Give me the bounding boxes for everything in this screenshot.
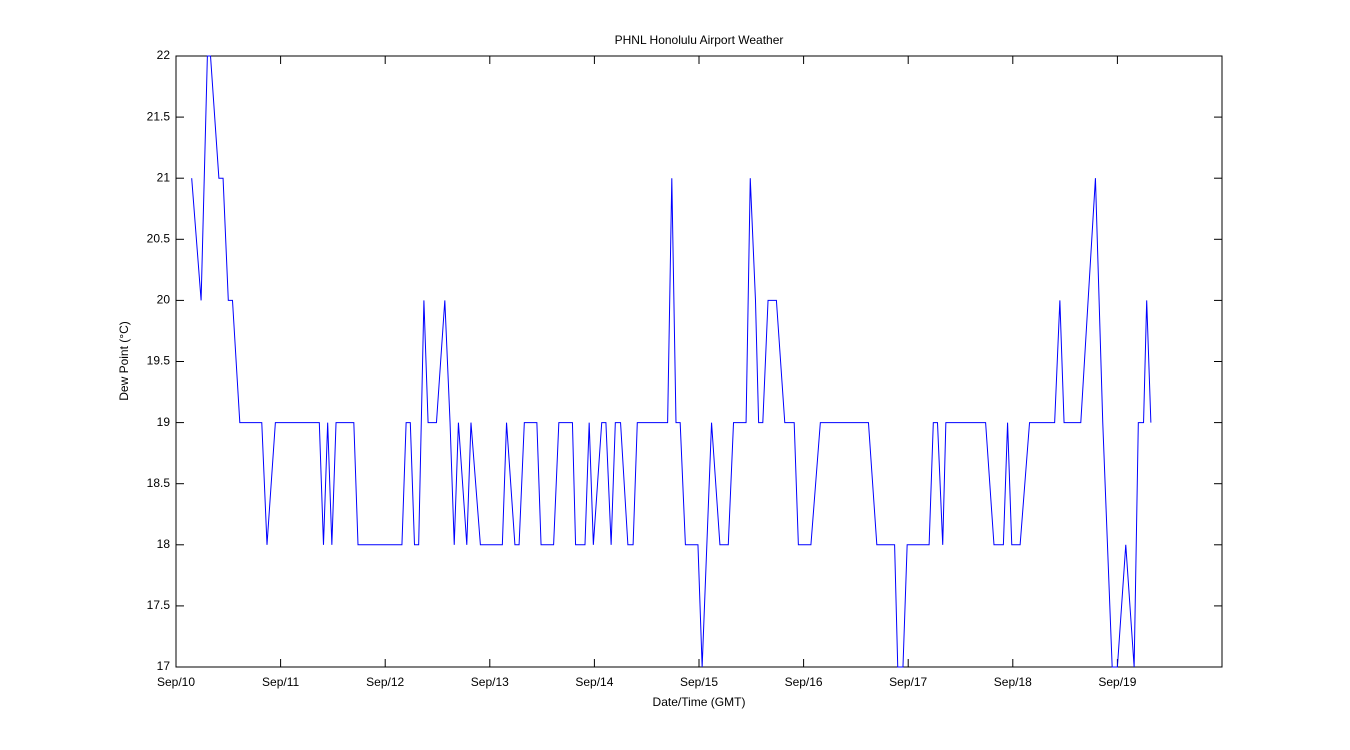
x-tick-label: Sep/19: [1098, 675, 1136, 689]
x-tick-label: Sep/10: [157, 675, 195, 689]
x-tick-label: Sep/15: [680, 675, 718, 689]
x-tick-label: Sep/13: [471, 675, 509, 689]
y-tick-label: 21: [157, 170, 171, 184]
y-axis-label: Dew Point (°C): [117, 321, 131, 400]
y-tick-label: 17: [157, 659, 171, 673]
y-tick-label: 21.5: [147, 109, 171, 123]
chart-title: PHNL Honolulu Airport Weather: [615, 33, 784, 47]
data-line: [191, 55, 1152, 668]
y-tick-label: 18: [157, 537, 171, 551]
y-tick-label: 17.5: [147, 598, 171, 612]
y-tick-label: 19.5: [147, 354, 171, 368]
y-tick-label: 19: [157, 415, 171, 429]
y-tick-label: 18.5: [147, 476, 171, 490]
x-tick-label: Sep/12: [366, 675, 404, 689]
x-tick-label: Sep/14: [575, 675, 613, 689]
x-tick-label: Sep/11: [262, 675, 299, 689]
x-tick-label: Sep/18: [994, 675, 1032, 689]
x-tick-label: Sep/17: [889, 675, 927, 689]
x-axis-label: Date/Time (GMT): [653, 695, 746, 709]
y-tick-label: 20: [157, 293, 171, 307]
x-tick-label: Sep/16: [785, 675, 823, 689]
y-tick-label: 20.5: [147, 231, 171, 245]
y-tick-label: 22: [157, 48, 171, 62]
